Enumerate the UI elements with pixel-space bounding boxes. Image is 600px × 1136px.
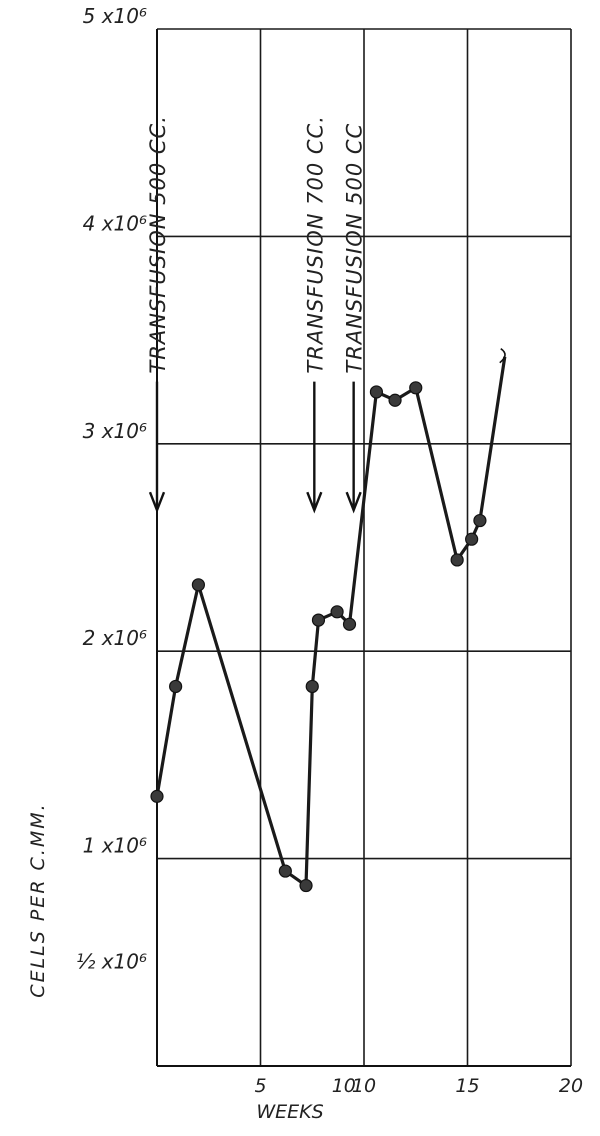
annotation-arrowhead [148, 491, 166, 514]
data-point [311, 613, 326, 627]
x-tick-label: 15 [455, 1075, 479, 1097]
x-tick-label: 5 [254, 1075, 266, 1097]
y-tick-label: ½ x10⁶ [76, 949, 147, 973]
y-tick-label: 5 x10⁶ [83, 4, 147, 28]
x-axis-label: WEEKS [256, 1101, 323, 1123]
data-point [409, 381, 423, 395]
data-point [450, 553, 464, 567]
transfusion-annotation: TRANSFUSION 700 CC. [303, 115, 327, 514]
data-point [473, 513, 487, 528]
data-point [499, 348, 506, 364]
annotation-arrowhead [306, 491, 323, 514]
series-line [155, 356, 507, 888]
y-tick-label: 3 x10⁶ [83, 419, 147, 443]
y-tick-label: 4 x10⁶ [83, 211, 147, 235]
data-point [388, 393, 402, 407]
y-axis-label: CELLS PER C.MM. [27, 802, 49, 997]
data-point [278, 864, 292, 878]
data-point [191, 578, 205, 592]
data-point [342, 617, 357, 631]
data-point [369, 385, 384, 399]
transfusion-annotation: TRANSFUSION 500 CC [343, 123, 367, 514]
y-tick-label: 2 x10⁶ [83, 626, 147, 650]
data-point [305, 679, 319, 694]
annotation-label: TRANSFUSION 500 CC. [146, 115, 170, 373]
data-point [330, 605, 344, 619]
y-tick-label: 1 x10⁶ [83, 834, 147, 858]
x-tick-label: 10 [352, 1075, 376, 1097]
series [150, 348, 507, 893]
annotations: TRANSFUSION 500 CC. TRANSFUSION 700 CC. TR… [146, 115, 367, 514]
axes [156, 29, 571, 1067]
tick-labels: 5 10 15 20 10 ½ x10⁶ 1 x10⁶ 2 x10⁶ 3 x10⁶ 4 x10⁶ 5… [76, 4, 583, 1097]
x-tick-label: 10 [332, 1075, 356, 1097]
data-point [169, 679, 183, 694]
annotation-arrowhead [345, 491, 362, 514]
annotation-label: TRANSFUSION 500 CC [343, 123, 367, 374]
data-point [299, 878, 313, 893]
annotation-label: TRANSFUSION 700 CC. [303, 115, 327, 373]
transfusion-annotation: TRANSFUSION 500 CC. [146, 115, 170, 514]
data-point [465, 532, 479, 546]
x-tick-label: 20 [559, 1075, 583, 1097]
data-point [150, 789, 164, 803]
